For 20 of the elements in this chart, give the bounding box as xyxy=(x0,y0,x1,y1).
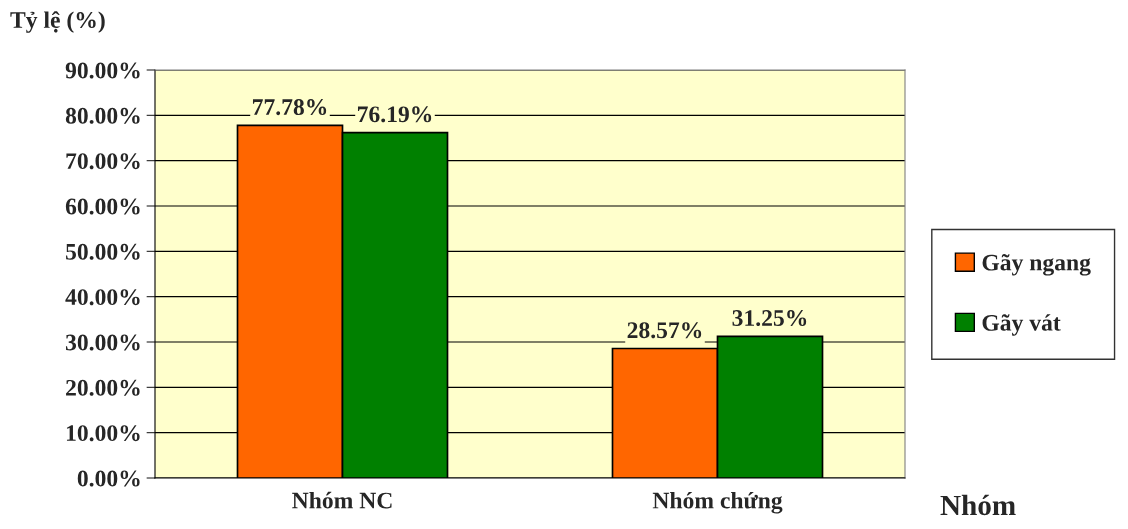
data-label: 77.78% xyxy=(252,99,327,116)
x-tick-label: Nhóm NC xyxy=(292,491,392,509)
x-axis-title: Nhóm xyxy=(940,494,1016,516)
data-label: 28.57% xyxy=(627,322,702,339)
data-label: 31.25% xyxy=(732,310,807,327)
y-tick-label: 80.00% xyxy=(65,107,140,124)
y-tick-label: 60.00% xyxy=(65,198,140,215)
y-tick-label: 40.00% xyxy=(65,289,140,306)
y-tick-label: 90.00% xyxy=(65,62,140,79)
x-tick-label: Nhóm chứng xyxy=(652,491,783,514)
y-tick-label: 0.00% xyxy=(77,470,140,487)
y-tick-label: 30.00% xyxy=(65,334,140,351)
data-label: 76.19% xyxy=(357,106,432,123)
y-tick-label: 20.00% xyxy=(66,379,140,396)
y-tick-label: 10.00% xyxy=(66,425,140,442)
y-tick-label: 50.00% xyxy=(66,243,140,260)
legend-label: Gãy ngang xyxy=(982,253,1091,276)
y-axis-title: Tỷ lệ (%) xyxy=(10,11,105,33)
y-tick-label: 70.00% xyxy=(66,153,140,170)
legend-label: Gãy vát xyxy=(982,314,1061,336)
